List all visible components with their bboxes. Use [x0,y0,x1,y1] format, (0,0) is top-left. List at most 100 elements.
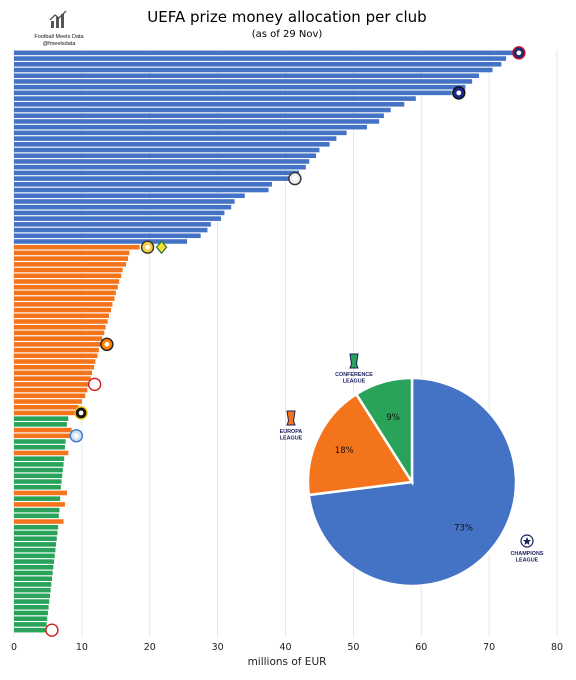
bar [14,593,50,599]
bar [14,547,56,553]
bar [14,553,55,559]
bar [14,604,49,610]
bar [14,439,66,444]
bar [14,536,57,541]
bar [14,102,405,107]
bar [14,119,380,124]
bar [14,507,60,513]
bar [14,393,86,399]
bar [14,187,269,193]
bar [14,582,52,587]
bar [14,576,53,581]
bar [14,502,65,507]
club-crest-icon [140,240,155,254]
x-tick-label: 80 [551,642,563,653]
bar [14,176,289,181]
bar [14,50,513,56]
club-crest-icon [100,337,114,352]
bar [14,90,452,96]
bar [14,199,235,204]
bar [14,524,59,530]
bar [14,273,122,279]
bar [14,519,64,524]
bar [14,564,54,570]
bar [14,444,65,450]
pie-slice-label: 9% [386,413,400,423]
bar [14,342,101,347]
brand-block: Football Meets Data @fmeetsdata [28,10,90,48]
bar [14,193,245,199]
bar [14,96,416,101]
bar [14,130,347,136]
bar [14,302,113,307]
bar [14,610,48,616]
x-tick-label: 10 [76,642,88,653]
bar [14,387,88,393]
bar [14,324,106,330]
club-crest-icon [512,46,526,60]
bar [14,67,493,73]
conference-league-label: LEAGUE [343,379,366,385]
bar [14,256,129,261]
bar [14,142,330,147]
brand-handle: @fmeetsdata [42,41,76,47]
pie-slice [354,376,414,487]
bar [14,410,76,416]
bar [14,462,64,467]
bar [14,233,201,239]
bar [14,79,473,84]
bar [14,622,47,627]
europa-league-label: EUROPA [280,429,303,435]
chart-title: UEFA prize money allocation per club [147,8,426,26]
bar [14,330,105,336]
bar [14,296,115,301]
bar [14,239,188,244]
bar [14,376,91,381]
x-tick-label: 70 [483,642,495,653]
bars [14,50,513,633]
x-axis-title: millions of EUR [248,656,327,668]
bar [14,416,69,421]
bar [14,170,300,176]
bar [14,479,62,484]
bar [14,113,384,119]
bar [14,164,306,170]
bar [14,250,130,256]
x-tick-label: 20 [144,642,156,653]
bar [14,107,391,113]
bar [14,427,72,433]
bar [14,244,140,250]
bar [14,84,466,90]
bar [14,307,112,313]
bar [14,484,61,490]
club-crest-icon [74,406,88,420]
club-crest-icon [452,86,466,100]
x-tick-label: 0 [11,642,17,653]
bar [14,599,50,604]
bar [14,399,82,404]
bar [14,204,232,210]
club-crest-icon [45,623,59,637]
bar [14,159,310,164]
club-crest-icon [87,377,102,392]
pie-slice [306,392,415,497]
bar [14,370,93,376]
bar [14,227,208,233]
bar [14,124,367,130]
bar [14,627,46,633]
bar [14,433,71,439]
club-badges [45,46,526,637]
bar [14,467,63,473]
bar [14,147,320,153]
bar [14,530,58,536]
chart-subtitle: (as of 29 Nov) [252,29,323,40]
bar [14,587,51,593]
bar [14,473,63,479]
bar [14,570,53,576]
bar [14,56,507,61]
conference-league-label: CONFERENCE [335,372,373,378]
